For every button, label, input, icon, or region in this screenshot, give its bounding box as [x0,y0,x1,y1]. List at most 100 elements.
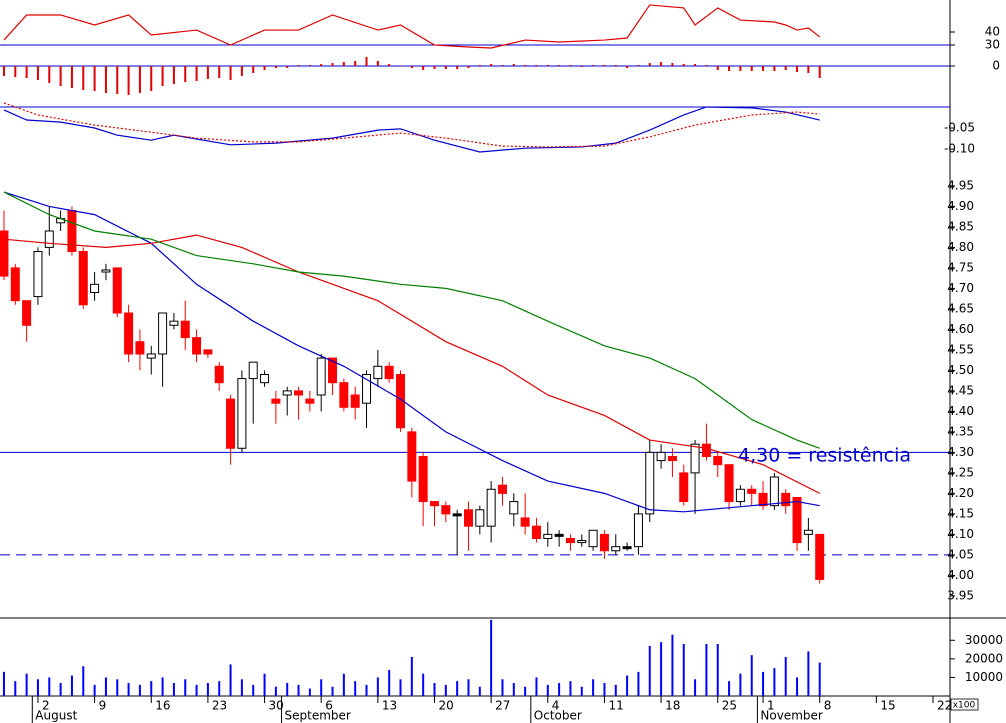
candle-body [339,382,349,408]
candle-body [475,509,485,527]
bar [388,64,391,66]
bar [82,66,85,90]
bar [399,679,402,696]
candle-body [497,484,507,494]
bar [93,684,96,696]
candle-body [781,492,791,507]
x-tick-label: 8 [824,699,832,713]
bar [25,66,28,78]
x-tick-label: 2 [42,699,50,713]
x-tick-label: 23 [212,699,227,713]
candle-body [611,546,621,552]
series-line [3,106,820,153]
bar [648,63,651,66]
scale-note: x100 [953,701,976,711]
candle-body [554,533,564,537]
y-tick-label: 4.35 [947,424,974,438]
candle-body [328,357,338,384]
candle-body [690,443,700,474]
bar [410,66,413,68]
bar [422,673,425,696]
bar [195,684,198,696]
candle-body [803,529,813,535]
bar [320,679,323,696]
bar [739,673,742,696]
candle-body [282,390,292,396]
bar [467,66,470,68]
candle-body [226,398,236,449]
bar [48,66,51,83]
candle-body [407,431,417,482]
bar [2,671,5,696]
series-line [3,4,821,49]
y-tick-label: 4.00 [947,568,974,582]
bar [342,673,345,696]
bar [671,634,674,696]
bar [184,679,187,696]
bar [524,65,527,66]
bar [229,66,232,80]
candle-body [294,390,304,396]
candle-body [33,251,43,298]
bar [252,684,255,696]
candle-body [656,451,666,462]
bar [410,657,413,696]
candle-body [203,349,213,355]
candle-body [373,365,383,380]
bar [150,66,153,91]
bar [218,681,221,696]
candle-body [418,455,428,503]
month-label: September [285,709,351,723]
bar [150,681,153,696]
bar [195,66,198,81]
bar [705,65,708,66]
bar [36,66,39,80]
bar [524,686,527,696]
candle-body [214,365,224,384]
x-tick-label: 20 [438,699,453,713]
bar [671,63,674,66]
candle-body [667,455,677,462]
bar [172,66,175,84]
candle-body [112,267,122,314]
y-tick-label: 30000 [965,633,1003,647]
bar [682,64,685,66]
bar [59,66,62,86]
y-tick-label: 4.45 [947,383,974,397]
bar [546,684,549,696]
bar [342,62,345,66]
bar [433,683,436,696]
candle-body [101,269,111,273]
bar [637,65,640,66]
bar [388,670,391,696]
candle-body [90,283,100,293]
bar [592,65,595,66]
bar [716,66,719,70]
bar [728,66,731,71]
bar [229,664,232,696]
bar [750,655,753,696]
candle-body [350,394,360,408]
bar [36,679,39,696]
bar [2,66,5,76]
bar [376,61,379,66]
y-tick-label: 3.95 [947,588,974,602]
bar [274,66,277,68]
x-tick-label: 6 [325,699,333,713]
bar [218,66,221,78]
bar [240,66,243,76]
candle-body [192,337,202,355]
bar [138,66,141,93]
bar [580,66,583,67]
bar [569,65,572,66]
bar [807,651,810,696]
bar [422,66,425,70]
y-tick-label: 4.95 [947,178,974,192]
bar [252,66,255,73]
bar [512,64,515,66]
bar [626,675,629,696]
bar [467,679,470,696]
candle-body [316,357,326,396]
candle-body [724,464,734,503]
